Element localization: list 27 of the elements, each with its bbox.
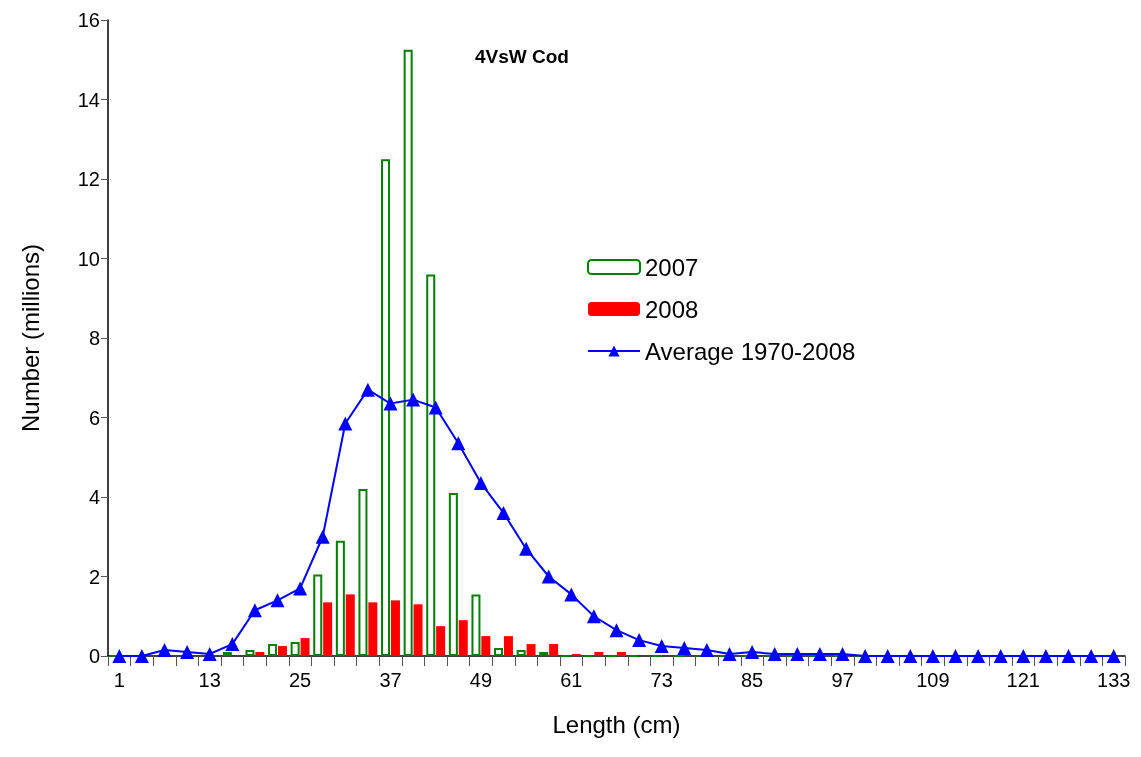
x-tick-label: 133 [1097, 669, 1131, 691]
y-tick-label: 2 [88, 565, 100, 588]
legend-label: 2007 [645, 253, 699, 281]
y-tick-label: 10 [77, 247, 100, 270]
x-tick-label: 1 [113, 669, 125, 691]
y-tick-label: 4 [88, 486, 100, 508]
x-tick-label: 25 [288, 669, 312, 691]
x-tick-label: 13 [198, 669, 221, 691]
x-tick-label: 121 [1006, 669, 1040, 691]
legend-label: 2008 [645, 295, 699, 323]
x-tick-label: 49 [469, 669, 493, 691]
y-tick-label: 8 [88, 327, 100, 349]
x-tick-label: 37 [379, 669, 402, 691]
y-tick-label: 12 [77, 168, 100, 190]
x-axis-title: Length (cm) [552, 710, 681, 738]
x-tick-label: 97 [831, 669, 854, 691]
x-tick-label: 61 [560, 669, 583, 691]
y-tick-label: 16 [77, 9, 100, 31]
x-tick-label: 73 [650, 669, 673, 691]
text: 4VsW Cod [475, 46, 569, 67]
y-tick-label: 14 [77, 88, 100, 111]
y-axis-title: Number (millions) [16, 243, 44, 433]
x-tick-label: 109 [916, 669, 950, 691]
y-tick-label: 0 [88, 645, 100, 667]
y-tick-label: 6 [88, 406, 100, 429]
x-tick-label: 85 [740, 669, 764, 691]
legend-label: Average 1970-2008 [645, 337, 856, 365]
